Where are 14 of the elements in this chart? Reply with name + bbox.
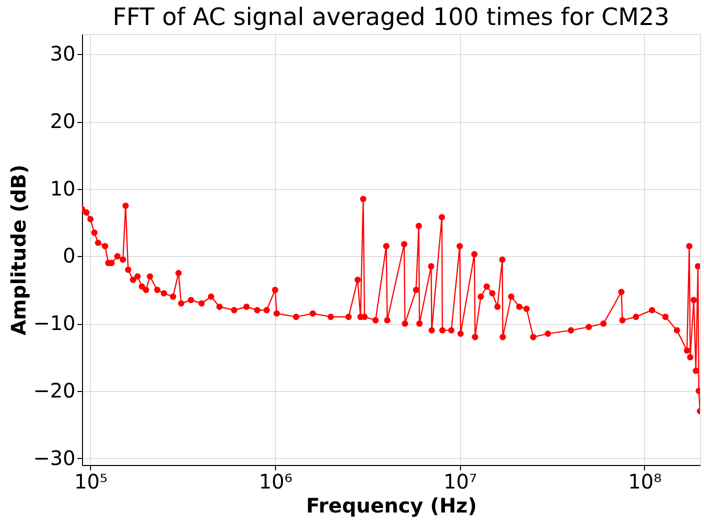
y-tick-label: 0: [62, 244, 76, 268]
x-axis-title: Frequency (Hz): [306, 494, 477, 518]
chart-title: FFT of AC signal averaged 100 times for CM23: [112, 3, 670, 31]
y-tick-label: 10: [50, 176, 76, 200]
y-tick-label: −30: [33, 446, 76, 470]
x-tick-label: 10⁸: [628, 470, 662, 494]
y-tick-label: −20: [33, 378, 76, 402]
y-axis-title: Amplitude (dB): [6, 164, 30, 336]
y-tick-label: −10: [33, 311, 76, 336]
y-tick-label: 20: [50, 109, 76, 134]
x-tick-label: 10⁵: [74, 470, 108, 494]
x-tick-label: 10⁷: [444, 470, 477, 494]
x-tick-label: 10⁶: [258, 470, 292, 494]
y-tick-label: 30: [50, 42, 76, 66]
